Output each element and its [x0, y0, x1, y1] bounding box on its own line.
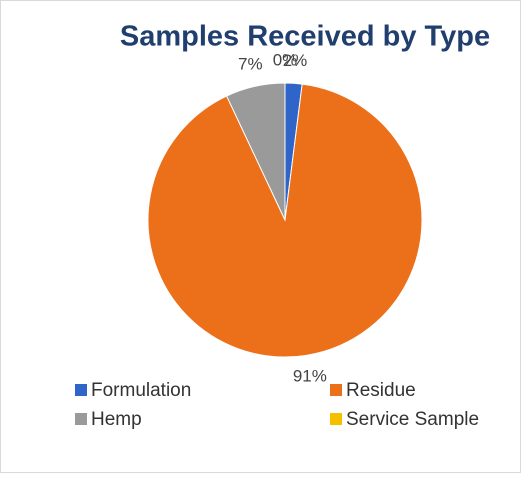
- data-label: 91%: [293, 367, 327, 386]
- legend-swatch: [330, 413, 342, 425]
- legend-swatch: [75, 384, 87, 396]
- legend-swatch: [75, 413, 87, 425]
- legend-swatch: [330, 384, 342, 396]
- data-label: 7%: [238, 54, 263, 73]
- legend-label: Formulation: [91, 380, 191, 401]
- data-label: 2%: [283, 51, 308, 70]
- legend-label: Hemp: [91, 409, 142, 430]
- legend-label: Service Sample: [346, 409, 479, 430]
- chart-title: Samples Received by Type: [120, 21, 490, 53]
- legend-label: Residue: [346, 380, 416, 401]
- pie-slice: [147, 83, 423, 358]
- data-label: 0%: [273, 50, 298, 69]
